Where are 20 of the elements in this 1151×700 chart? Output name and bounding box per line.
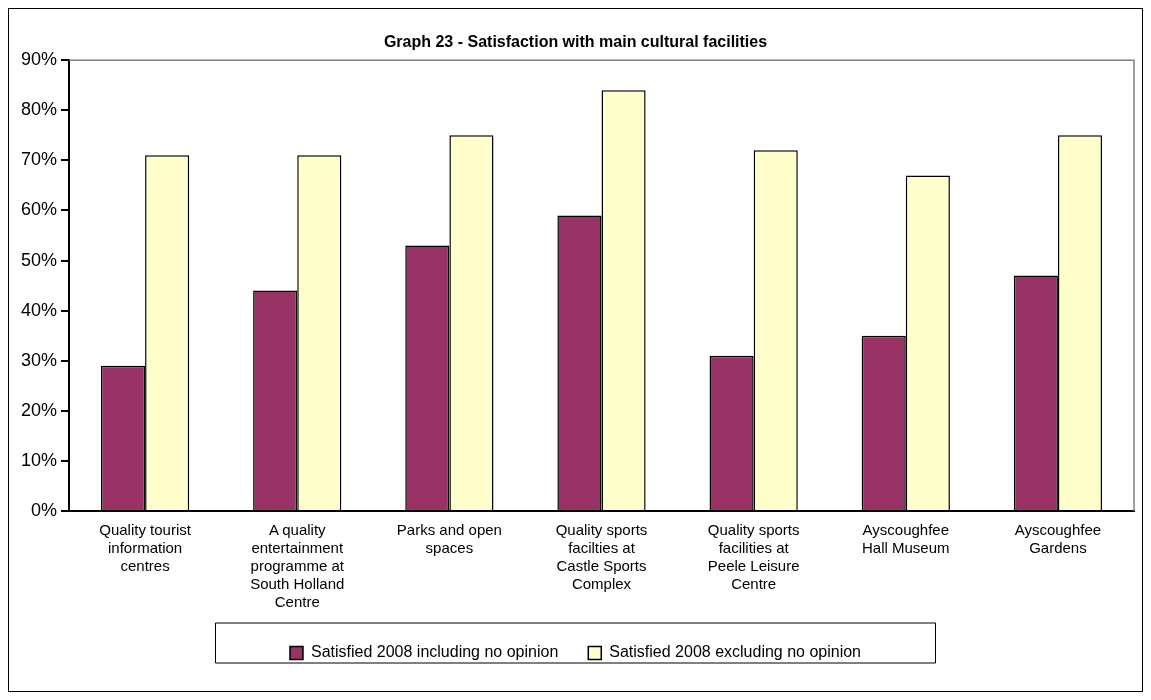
y-tick-label: 70% — [21, 149, 58, 170]
y-tick-label: 40% — [21, 299, 58, 320]
legend-label: Satisfied 2008 including no opinion — [310, 643, 559, 661]
x-tick-label: Ayscoughfee Hall Museum — [862, 521, 950, 557]
y-tick-label: 90% — [21, 49, 58, 70]
y-tick-label: 10% — [21, 449, 58, 470]
x-tick-label: Quality sports facilties at Castle Sports Complex — [555, 521, 648, 593]
y-tick-label: 20% — [21, 399, 58, 420]
chart-title: Graph 23 - Satisfaction with main cultural facilities — [383, 33, 768, 51]
y-tick-label: 50% — [21, 249, 58, 270]
x-tick-label: A quality entertainment programme at South Holland Centre — [250, 521, 345, 611]
x-tick-label: Quality sports facilities at Peele Leisure Centre — [707, 521, 800, 593]
y-tick-label: 30% — [21, 349, 58, 370]
x-tick-label: Quality tourist information centres — [99, 521, 192, 575]
y-tick-label: 0% — [31, 499, 58, 520]
x-tick-label: Parks and open spaces — [396, 521, 502, 557]
x-tick-label: Ayscoughfee Gardens — [1014, 521, 1102, 557]
legend-label: Satisfied 2008 excluding no opinion — [609, 643, 862, 661]
y-tick-label: 60% — [21, 199, 58, 220]
y-tick-label: 80% — [21, 99, 58, 120]
